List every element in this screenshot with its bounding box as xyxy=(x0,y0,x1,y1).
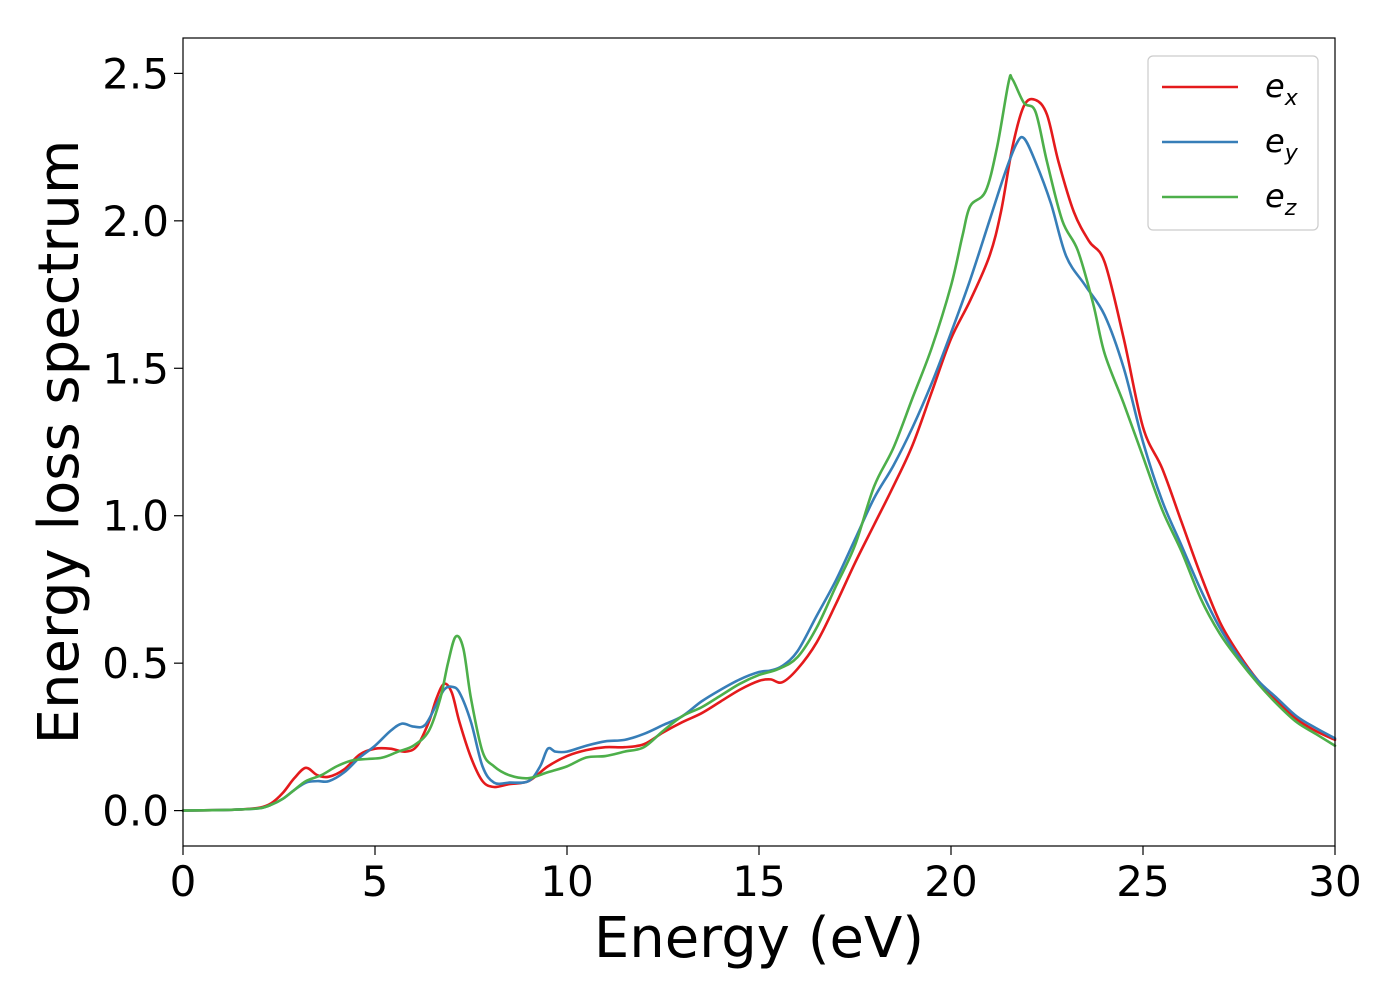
y-tick-label: 0.0 xyxy=(102,787,169,836)
y-axis-label: Energy loss spectrum xyxy=(27,140,92,745)
series-line-x xyxy=(181,97,1337,812)
x-tick-label: 15 xyxy=(732,857,785,906)
series-line-y xyxy=(181,135,1337,812)
legend-label-z: ez xyxy=(1265,177,1297,221)
y-tick-label: 1.0 xyxy=(102,492,169,541)
x-tick-label: 30 xyxy=(1308,857,1361,906)
x-tick-label: 20 xyxy=(924,857,977,906)
x-tick-label: 10 xyxy=(540,857,593,906)
x-tick-label: 5 xyxy=(362,857,389,906)
y-tick-label: 0.5 xyxy=(102,639,169,688)
series-line-z xyxy=(181,73,1337,812)
legend-label-x: ex xyxy=(1265,67,1299,111)
x-axis-label: Energy (eV) xyxy=(594,906,924,971)
legend: ex ey ez xyxy=(1147,55,1319,231)
series-layer xyxy=(181,73,1337,812)
y-tick-label: 2.0 xyxy=(102,197,169,246)
y-axis: 0.0 0.5 1.0 1.5 2.0 2.5 xyxy=(102,49,183,836)
x-tick-label: 25 xyxy=(1116,857,1169,906)
y-tick-label: 2.5 xyxy=(102,49,169,98)
x-axis: 0 5 10 15 20 25 30 xyxy=(170,846,1362,906)
x-tick-label: 0 xyxy=(170,857,197,906)
y-tick-label: 1.5 xyxy=(102,344,169,393)
legend-label-y: ey xyxy=(1265,122,1299,166)
